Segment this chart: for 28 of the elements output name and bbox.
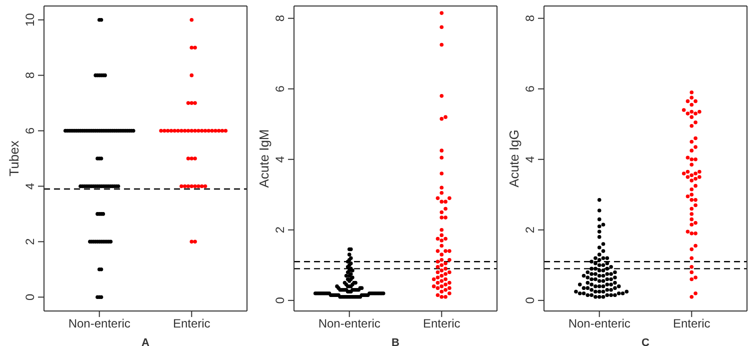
y-tick-label: 4 <box>523 156 537 163</box>
y-axis-title: Tubex <box>6 140 22 176</box>
x-tick-label: Enteric <box>672 316 710 331</box>
y-tick-label: 8 <box>273 14 287 22</box>
x-axis-title: A <box>142 337 150 346</box>
y-axis-title: Acute IgG <box>506 130 522 188</box>
y-tick-label: 2 <box>23 238 37 246</box>
y-tick-label: 8 <box>23 72 37 79</box>
x-tick-label: Non-enteric <box>318 316 380 331</box>
y-axis-title: Acute IgM <box>256 129 272 188</box>
x-tick-label: Enteric <box>172 316 210 331</box>
y-tick-label: 2 <box>273 226 287 234</box>
x-axis-title: C <box>642 337 650 346</box>
y-tick-label: 6 <box>523 85 537 92</box>
y-tick-label: 4 <box>273 156 287 163</box>
y-tick-label: 4 <box>23 182 37 190</box>
y-tick-label: 6 <box>273 85 287 92</box>
y-tick-label: 6 <box>23 127 37 134</box>
y-tick-label: 0 <box>273 296 287 304</box>
x-axis-title: B <box>392 337 400 346</box>
y-tick-label: 0 <box>23 293 37 300</box>
x-tick-label: Non-enteric <box>68 316 130 331</box>
y-tick-label: 10 <box>23 12 37 27</box>
x-tick-label: Enteric <box>422 316 460 331</box>
x-tick-label: Non-enteric <box>568 316 630 331</box>
y-tick-label: 2 <box>523 226 537 234</box>
y-tick-label: 8 <box>523 14 537 22</box>
y-tick-label: 0 <box>523 296 537 304</box>
